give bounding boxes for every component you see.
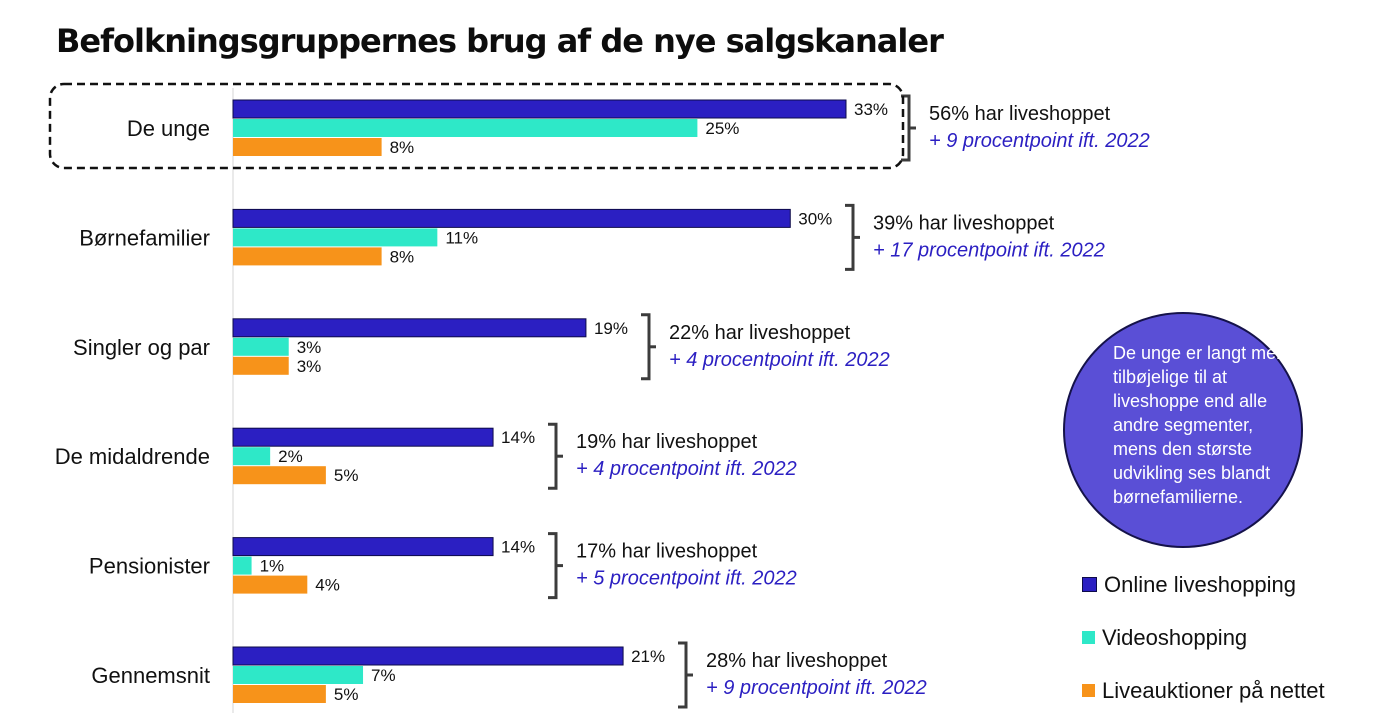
bar-gennemsnit-online-liveshopping xyxy=(232,646,624,666)
annotation-main-de-unge: 56% har liveshoppet xyxy=(929,103,1111,125)
legend-swatch xyxy=(1082,684,1095,697)
annotation-main-de-midaldrende: 19% har liveshoppet xyxy=(576,431,758,453)
bars-layer: De unge 33% 25% 8% 56% har liveshoppet + 9 pr… xyxy=(48,82,1150,709)
category-label-gennemsnit: Gennemsnit xyxy=(91,663,210,688)
annotation-sub-gennemsnit: + 9 procentpoint ift. 2022 xyxy=(706,677,927,699)
bar-pensionister-liveauktioner-pa-nettet xyxy=(233,575,308,594)
value-label-bornefamilier-online-liveshopping: 30% xyxy=(798,209,832,228)
value-label-pensionister-liveauktioner-pa-nettet: 4% xyxy=(315,576,340,595)
annotation-sub-pensionister: + 5 procentpoint ift. 2022 xyxy=(576,568,797,590)
bar-pensionister-online-liveshopping xyxy=(232,537,494,557)
bar-singler-og-par-liveauktioner-pa-nettet xyxy=(233,356,289,375)
value-label-pensionister-videoshopping: 1% xyxy=(260,557,285,576)
value-label-de-midaldrende-online-liveshopping: 14% xyxy=(501,428,535,447)
value-label-de-unge-online-liveshopping: 33% xyxy=(854,100,888,119)
bar-gennemsnit-liveauktioner-pa-nettet xyxy=(233,685,326,703)
value-label-de-unge-liveauktioner-pa-nettet: 8% xyxy=(390,138,415,157)
annotation-main-singler-og-par: 22% har liveshoppet xyxy=(669,322,851,344)
value-label-de-midaldrende-videoshopping: 2% xyxy=(278,447,303,466)
legend-item-videoshopping: Videoshopping xyxy=(1082,611,1325,664)
legend: Online liveshopping Videoshopping Liveaukt… xyxy=(1082,558,1325,717)
bar-de-unge-liveauktioner-pa-nettet xyxy=(233,138,382,156)
bar-pensionister-videoshopping xyxy=(233,556,252,575)
callout-bubble: De unge er langt mere tilbøjelige til at… xyxy=(1063,312,1303,548)
bar-de-midaldrende-online-liveshopping xyxy=(232,427,494,447)
value-label-singler-og-par-online-liveshopping: 19% xyxy=(594,319,628,338)
annotation-sub-bornefamilier: + 17 procentpoint ift. 2022 xyxy=(873,239,1105,261)
bar-bornefamilier-videoshopping xyxy=(233,228,438,247)
annotation-main-bornefamilier: 39% har liveshoppet xyxy=(873,212,1055,234)
bar-bornefamilier-liveauktioner-pa-nettet xyxy=(233,247,382,266)
legend-label: Videoshopping xyxy=(1102,624,1248,650)
category-label-de-midaldrende: De midaldrende xyxy=(55,444,210,469)
bracket-bornefamilier xyxy=(845,203,855,271)
bar-de-midaldrende-liveauktioner-pa-nettet xyxy=(233,466,326,485)
legend-label: Liveauktioner på nettet xyxy=(1102,677,1325,703)
legend-swatch xyxy=(1082,631,1095,644)
value-label-gennemsnit-videoshopping: 7% xyxy=(371,666,396,685)
bracket-singler-og-par xyxy=(641,313,651,381)
bar-de-unge-online-liveshopping xyxy=(232,99,847,119)
value-label-singler-og-par-videoshopping: 3% xyxy=(297,338,322,357)
annotation-sub-de-unge: + 9 procentpoint ift. 2022 xyxy=(929,130,1150,152)
legend-swatch xyxy=(1082,577,1097,592)
value-label-de-unge-videoshopping: 25% xyxy=(705,119,739,138)
value-label-gennemsnit-online-liveshopping: 21% xyxy=(631,647,665,666)
callout-text: De unge er langt mere tilbøjelige til at… xyxy=(1113,343,1293,507)
legend-item-liveauktioner-pa-nettet: Liveauktioner på nettet xyxy=(1082,664,1325,717)
category-label-bornefamilier: Børnefamilier xyxy=(79,225,210,250)
legend-item-online-liveshopping: Online liveshopping xyxy=(1082,558,1325,611)
annotation-main-pensionister: 17% har liveshoppet xyxy=(576,541,758,563)
bracket-pensionister xyxy=(548,532,558,600)
category-label-singler-og-par: Singler og par xyxy=(73,335,210,360)
bar-de-unge-videoshopping xyxy=(233,119,698,137)
category-label-pensionister: Pensionister xyxy=(89,554,210,579)
bar-singler-og-par-videoshopping xyxy=(233,337,289,356)
legend-label: Online liveshopping xyxy=(1104,571,1297,597)
value-label-gennemsnit-liveauktioner-pa-nettet: 5% xyxy=(334,685,359,704)
annotation-main-gennemsnit: 28% har liveshoppet xyxy=(706,650,888,672)
annotation-sub-singler-og-par: + 4 procentpoint ift. 2022 xyxy=(669,349,890,371)
annotation-sub-de-midaldrende: + 4 procentpoint ift. 2022 xyxy=(576,458,797,480)
value-label-bornefamilier-liveauktioner-pa-nettet: 8% xyxy=(390,247,415,266)
highlight-box-de-unge xyxy=(48,82,905,170)
bracket-gennemsnit xyxy=(678,641,688,709)
bar-de-midaldrende-videoshopping xyxy=(233,447,271,466)
bar-singler-og-par-online-liveshopping xyxy=(232,318,587,338)
value-label-de-midaldrende-liveauktioner-pa-nettet: 5% xyxy=(334,466,359,485)
bar-bornefamilier-online-liveshopping xyxy=(232,208,791,228)
value-label-pensionister-online-liveshopping: 14% xyxy=(501,538,535,557)
value-label-bornefamilier-videoshopping: 11% xyxy=(445,228,478,247)
bracket-de-midaldrende xyxy=(548,422,558,490)
bar-gennemsnit-videoshopping xyxy=(233,666,364,684)
chart-title: Befolkningsgruppernes brug af de nye sal… xyxy=(56,22,944,60)
value-label-singler-og-par-liveauktioner-pa-nettet: 3% xyxy=(297,357,322,376)
category-label-de-unge: De unge xyxy=(127,116,210,141)
